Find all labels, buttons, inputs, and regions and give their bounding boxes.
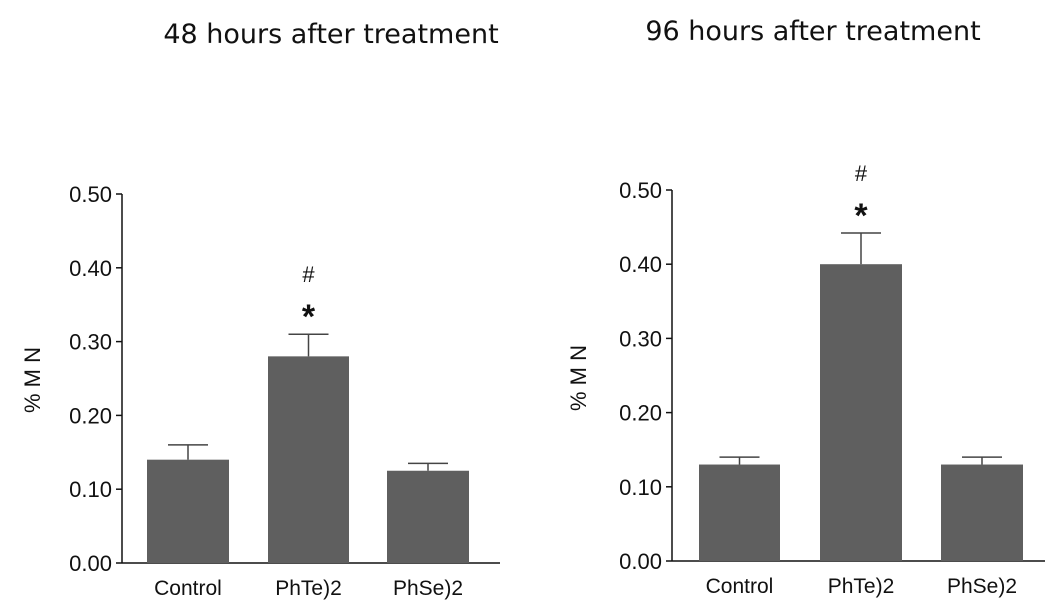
category-label: PhTe)2 [828, 575, 895, 598]
bar [699, 464, 780, 561]
category-label: PhSe)2 [393, 577, 463, 600]
significance-hash: # [302, 262, 315, 287]
category-label: PhTe)2 [275, 577, 342, 600]
category-label: Control [706, 575, 774, 598]
y-tick-label: 0.50 [69, 182, 112, 207]
significance-hash: # [855, 161, 868, 186]
y-tick-label: 0.30 [619, 326, 662, 351]
bar [387, 470, 469, 563]
y-tick-label: 0.10 [69, 477, 112, 502]
plot-area: 0.00 0.10 0.20 0.30 0.40 0.50 Control PhTe)2 # * P… [619, 161, 1045, 598]
y-tick-label: 0.00 [619, 549, 662, 574]
y-tick-label: 0.00 [69, 551, 112, 576]
chart-title: 96 hours after treatment [645, 16, 980, 47]
significance-star: * [302, 298, 316, 336]
significance-star: * [854, 197, 868, 235]
y-tick-label: 0.30 [69, 330, 112, 355]
category-label: Control [154, 577, 222, 600]
y-tick-label: 0.40 [619, 252, 662, 277]
y-tick-label: 0.10 [619, 475, 662, 500]
category-label: PhSe)2 [947, 575, 1017, 598]
y-tick-label: 0.20 [69, 403, 112, 428]
bar [941, 464, 1023, 561]
y-tick-label: 0.50 [619, 178, 662, 203]
plot-area: 0.00 0.10 0.20 0.30 0.40 0.50 Control PhTe)2 # * P… [69, 182, 500, 600]
chart-48h: 48 hours after treatment % M N 0.000.100… [20, 19, 500, 600]
y-tick-label: 0.40 [69, 256, 112, 281]
bar [268, 356, 349, 563]
chart-96h: 96 hours after treatment % M N 0.000.100… [566, 16, 1045, 598]
y-tick-label: 0.20 [619, 401, 662, 426]
y-axis-label: % M N [566, 345, 591, 411]
bar [147, 459, 229, 563]
bar [820, 264, 902, 561]
y-axis-label: % M N [20, 347, 45, 413]
chart-title: 48 hours after treatment [163, 19, 498, 50]
